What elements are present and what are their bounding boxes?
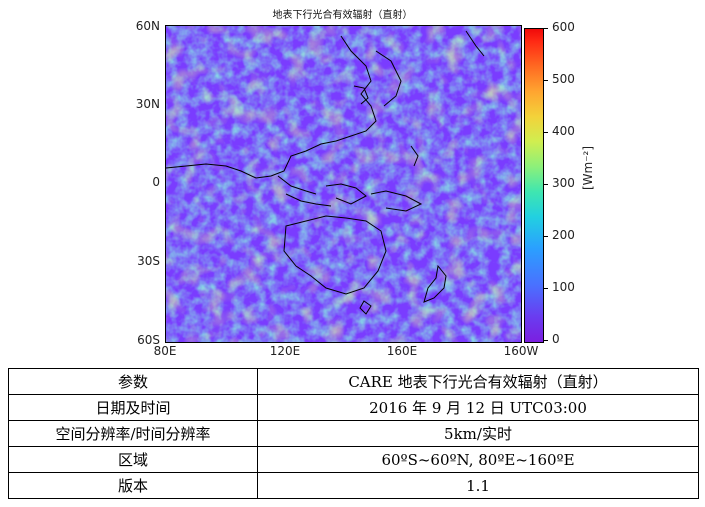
colorbar-label-500: 500 [552,72,575,86]
table-row: 参数 CARE 地表下行光合有效辐射（直射） [8,368,699,395]
map-canvas [166,26,521,342]
colorbar-label-600: 600 [552,20,575,34]
colorbar-tick [544,80,548,81]
lat-label-60n: 60N [135,19,160,33]
colorbar-label-200: 200 [552,228,575,242]
table-row: 区域 60ºS~60ºN, 80ºE~160ºE [8,446,699,473]
table-row: 日期及时间 2016 年 9 月 12 日 UTC03:00 [8,394,699,421]
row-key-region: 区域 [8,446,258,473]
colorbar-tick [544,28,548,29]
colorbar-unit: [Wm⁻²] [581,145,595,191]
map-figure: 地表下行光合有效辐射（直射） [135,10,595,358]
colorbar-tick [544,132,548,133]
row-key-version: 版本 [8,472,258,499]
colorbar-tick [544,288,548,289]
lon-label-160w: 160W [503,344,539,358]
colorbar-label-400: 400 [552,124,575,138]
colorbar-tick [544,184,548,185]
map-title: 地表下行光合有效辐射（直射） [272,10,413,21]
row-value-resolution: 5km/实时 [257,420,699,447]
lat-label-30n: 30N [135,97,160,111]
colorbar-label-300: 300 [552,176,575,190]
row-key-parameter: 参数 [8,368,258,395]
lon-label-160e: 160E [386,344,418,358]
lon-label-80e: 80E [153,344,177,358]
colorbar-tick [544,340,548,341]
lat-label-30s: 30S [137,254,160,268]
lat-label-60s: 60S [137,333,160,347]
table-row: 空间分辨率/时间分辨率 5km/实时 [8,420,699,447]
lon-label-120e: 120E [269,344,301,358]
row-value-region: 60ºS~60ºN, 80ºE~160ºE [257,446,699,473]
radiation-high-field [166,26,521,342]
product-info-table: 参数 CARE 地表下行光合有效辐射（直射） 日期及时间 2016 年 9 月 … [8,368,699,499]
row-key-resolution: 空间分辨率/时间分辨率 [8,420,258,447]
radiation-map [165,25,522,343]
row-value-parameter: CARE 地表下行光合有效辐射（直射） [257,368,699,395]
colorbar-label-100: 100 [552,280,575,294]
row-value-version: 1.1 [257,472,699,499]
colorbar-label-0: 0 [552,332,560,346]
colorbar [524,28,544,343]
table-row: 版本 1.1 [8,472,699,499]
coastlines [166,30,485,315]
row-key-datetime: 日期及时间 [8,394,258,421]
lat-label-0: 0 [152,175,160,189]
row-value-datetime: 2016 年 9 月 12 日 UTC03:00 [257,394,699,421]
colorbar-tick [544,236,548,237]
